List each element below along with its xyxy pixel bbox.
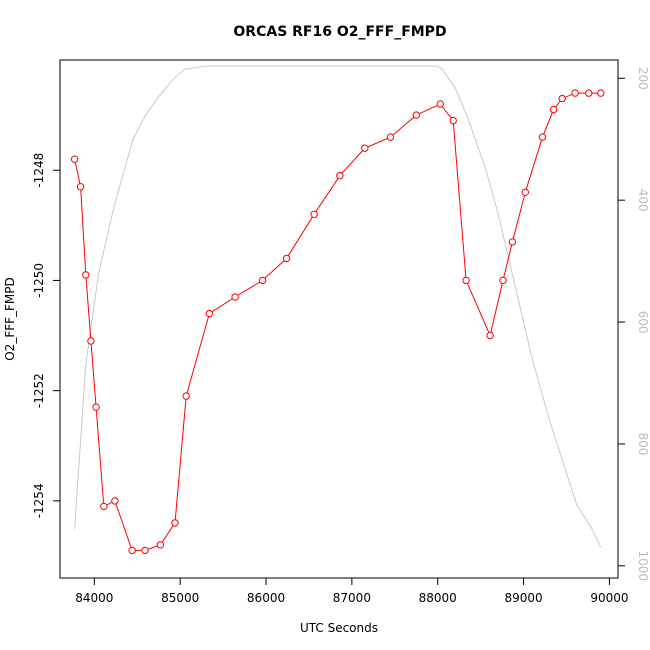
data-point xyxy=(508,238,517,246)
data-point xyxy=(412,111,420,119)
y2-tick-label: 1000 xyxy=(636,551,650,582)
x-tick-label: 84000 xyxy=(75,591,113,605)
secondary-series-line xyxy=(74,65,602,548)
data-point xyxy=(499,276,507,285)
y-tick-label: -1250 xyxy=(32,263,46,298)
x-tick-label: 86000 xyxy=(247,591,285,605)
data-point xyxy=(205,309,214,318)
data-point xyxy=(171,519,179,527)
data-point xyxy=(361,144,369,152)
data-point xyxy=(571,89,579,97)
y2-tick-label: 200 xyxy=(636,67,650,90)
data-point xyxy=(386,133,395,141)
x-axis: 84000 85000 86000 87000 88000 89000 90000 xyxy=(75,578,629,605)
data-point xyxy=(310,210,318,219)
x-tick-label: 90000 xyxy=(590,591,628,605)
y-axis-label: O2_FFF_FMPD xyxy=(3,277,17,361)
y-tick-label: -1248 xyxy=(32,153,46,188)
series-layer xyxy=(70,65,605,555)
data-point xyxy=(558,94,566,103)
data-point xyxy=(141,546,149,555)
data-point xyxy=(282,254,291,263)
data-point xyxy=(549,105,558,114)
x-tick-label: 85000 xyxy=(161,591,199,605)
data-point xyxy=(585,89,593,97)
x-axis-label: UTC Seconds xyxy=(300,621,378,635)
data-point xyxy=(336,172,344,180)
y2-tick-label: 600 xyxy=(636,311,650,334)
data-point xyxy=(76,183,85,191)
data-point xyxy=(258,276,267,285)
data-point xyxy=(87,337,95,345)
data-point xyxy=(111,497,119,505)
series-line xyxy=(74,92,601,551)
y-axis: -1248 -1250 -1252 -1254 xyxy=(32,153,60,518)
y-tick-label: -1252 xyxy=(32,373,46,408)
secondary-y-axis: 200 400 600 800 1000 xyxy=(618,67,650,581)
data-point xyxy=(82,271,90,279)
data-point xyxy=(597,89,605,97)
plot-frame xyxy=(59,59,619,579)
data-point xyxy=(156,541,165,549)
y2-tick-label: 400 xyxy=(636,189,650,212)
data-point xyxy=(100,502,108,511)
x-tick-label: 88000 xyxy=(419,591,457,605)
data-point xyxy=(449,116,457,125)
chart-title: ORCAS RF16 O2_FFF_FMPD xyxy=(233,24,446,40)
data-point xyxy=(231,293,239,301)
data-point xyxy=(128,546,136,555)
data-point xyxy=(182,392,190,400)
y2-tick-label: 800 xyxy=(636,432,650,455)
data-point xyxy=(486,331,494,340)
data-point xyxy=(462,276,470,285)
y-tick-label: -1254 xyxy=(32,483,46,518)
data-point xyxy=(92,403,100,411)
data-point xyxy=(70,155,79,163)
x-tick-label: 87000 xyxy=(333,591,371,605)
data-point xyxy=(538,133,547,141)
data-point xyxy=(521,188,529,197)
x-tick-label: 89000 xyxy=(504,591,542,605)
data-point xyxy=(436,100,444,108)
